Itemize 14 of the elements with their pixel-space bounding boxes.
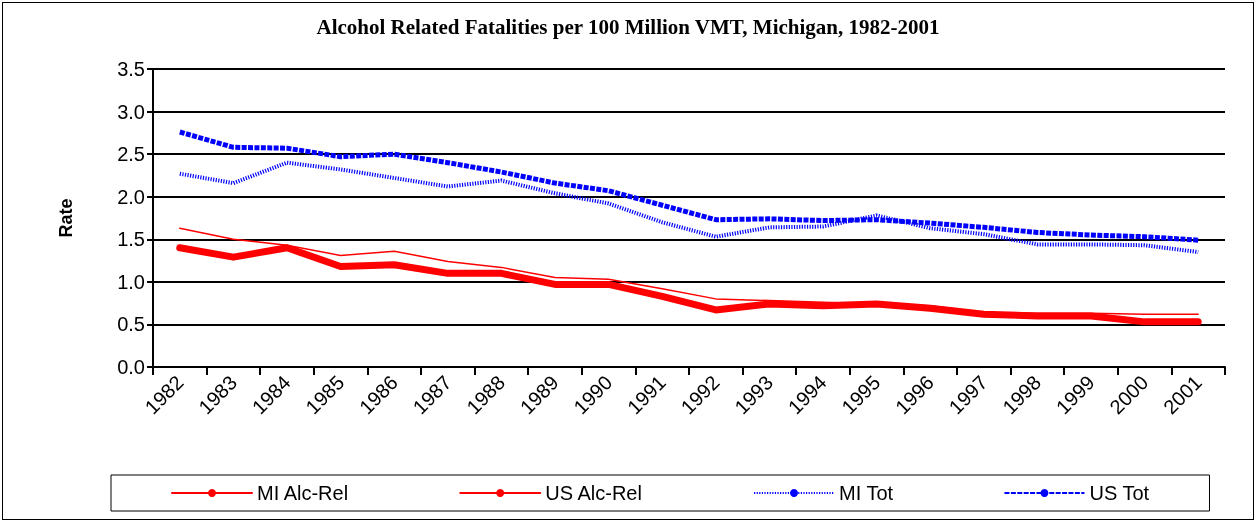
legend-label: MI Tot [839,482,894,504]
chart-title: Alcohol Related Fatalities per 100 Million VMT, Michigan, 1982-2001 [316,14,940,39]
legend-label: US Tot [1089,482,1150,504]
legend-label: US Alc-Rel [545,482,642,504]
legend-label: MI Alc-Rel [257,482,349,504]
y-tick-label: 0.5 [117,313,145,336]
y-tick-label: 1.0 [117,270,145,293]
y-axis-title: Rate [56,198,76,238]
y-tick-label: 2.0 [117,185,145,208]
y-tick-label: 3.0 [117,100,145,123]
y-tick-label: 0.0 [117,356,145,378]
y-tick-label: 2.5 [117,143,145,166]
y-tick-label: 1.5 [117,228,145,251]
y-tick-label: 3.5 [117,58,145,80]
